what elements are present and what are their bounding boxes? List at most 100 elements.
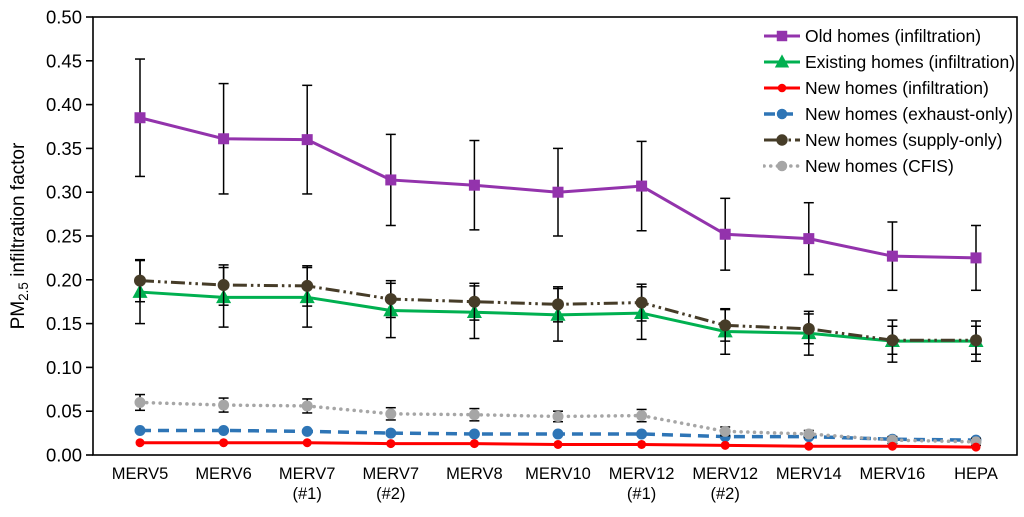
legend-sample-circle-icon xyxy=(764,108,800,120)
data-point-marker xyxy=(776,160,788,172)
data-point-marker xyxy=(635,296,648,309)
y-tick-label: 0.10 xyxy=(46,357,82,378)
x-category-label: MERV7 (#2) xyxy=(363,465,420,503)
data-point-marker xyxy=(804,441,814,451)
data-point-marker xyxy=(217,279,230,292)
data-point-marker xyxy=(218,133,230,145)
data-point-marker xyxy=(218,399,230,411)
data-point-marker xyxy=(803,428,815,440)
y-tick-label: 0.35 xyxy=(46,138,82,159)
data-point-marker xyxy=(776,30,788,42)
legend-item: New homes (supply-only) xyxy=(763,127,1015,153)
data-point-marker xyxy=(886,334,899,347)
y-tick-label: 0.00 xyxy=(46,445,82,466)
data-point-marker xyxy=(637,439,647,449)
series-4 xyxy=(134,258,982,356)
legend-sample-triangle-icon xyxy=(764,54,800,68)
data-point-marker xyxy=(301,400,313,412)
y-tick-label: 0.15 xyxy=(46,313,82,334)
data-point-marker xyxy=(719,319,732,332)
data-point-marker xyxy=(134,274,146,287)
y-tick-label: 0.20 xyxy=(46,269,82,290)
data-point-marker xyxy=(887,441,897,451)
legend-label: New homes (supply-only) xyxy=(805,129,1003,150)
data-point-marker xyxy=(552,428,564,440)
x-category-label: MERV7 (#1) xyxy=(279,465,336,503)
data-point-marker xyxy=(302,438,312,448)
data-point-marker xyxy=(134,112,146,124)
y-tick-label: 0.25 xyxy=(46,226,82,247)
data-point-marker xyxy=(385,174,397,186)
series-line xyxy=(139,279,976,342)
legend-item: New homes (CFIS) xyxy=(763,153,1015,179)
data-point-marker xyxy=(777,83,787,93)
y-tick-label: 0.30 xyxy=(46,182,82,203)
x-category-label: MERV16 xyxy=(860,465,926,483)
y-tick-label: 0.40 xyxy=(46,94,82,115)
data-point-marker xyxy=(134,396,146,408)
data-point-marker xyxy=(970,252,982,264)
data-point-marker xyxy=(134,424,146,436)
data-point-marker xyxy=(468,179,480,191)
data-point-marker xyxy=(719,425,731,437)
data-point-marker xyxy=(468,409,480,421)
legend-label: New homes (CFIS) xyxy=(805,155,954,176)
y-tick-label: 0.45 xyxy=(46,50,82,71)
legend-sample-circle-icon xyxy=(764,83,800,93)
data-point-marker xyxy=(886,250,898,262)
data-point-marker xyxy=(552,186,564,198)
data-point-marker xyxy=(720,440,730,450)
data-point-marker xyxy=(553,439,563,449)
legend: Old homes (infiltration) Existing homes (… xyxy=(763,23,1015,179)
data-point-marker xyxy=(802,322,815,335)
data-point-marker xyxy=(774,54,790,68)
data-point-marker xyxy=(219,438,229,448)
legend-label: New homes (infiltration) xyxy=(805,77,989,98)
x-category-label: MERV12 (#1) xyxy=(609,465,675,503)
data-point-marker xyxy=(970,334,982,347)
data-point-marker xyxy=(135,438,145,448)
data-point-marker xyxy=(552,298,564,311)
legend-sample-circle-icon xyxy=(764,134,800,146)
y-tick-label: 0.05 xyxy=(46,401,82,422)
legend-label: Old homes (infiltration) xyxy=(805,25,982,46)
data-point-marker xyxy=(301,425,313,437)
x-category-label: MERV5 xyxy=(112,465,169,483)
data-point-marker xyxy=(385,408,397,420)
data-point-marker xyxy=(384,293,397,306)
data-point-marker xyxy=(971,442,981,452)
data-point-marker xyxy=(552,410,564,422)
x-category-label: MERV8 xyxy=(446,465,503,483)
data-point-marker xyxy=(776,108,788,120)
series-line xyxy=(138,400,978,444)
y-axis-title: PM2.5 infiltration factor xyxy=(8,142,31,329)
x-category-label: HEPA xyxy=(954,465,998,483)
x-category-label: MERV10 xyxy=(525,465,591,483)
data-point-marker xyxy=(469,439,479,449)
series-2 xyxy=(135,438,981,452)
series-0 xyxy=(134,58,982,292)
data-point-marker xyxy=(636,410,648,422)
legend-item: Existing homes (infiltration) xyxy=(763,49,1015,75)
data-point-marker xyxy=(468,295,481,308)
y-axis: 0.00 0.05 0.10 0.15 0.20 0.25 0.30 0.35 0.40 0.45… xyxy=(46,7,93,466)
data-point-marker xyxy=(218,424,230,436)
data-point-marker xyxy=(385,427,397,439)
legend-sample-square-icon xyxy=(764,30,800,42)
data-point-marker xyxy=(386,439,396,449)
data-point-marker xyxy=(468,428,480,440)
data-point-marker xyxy=(301,134,313,146)
x-category-label: MERV6 xyxy=(195,465,252,483)
x-axis: MERV5 MERV6 MERV7 (#1) MERV7 (#2) MERV8 MERV10 M… xyxy=(112,465,998,503)
legend-item: Old homes (infiltration) xyxy=(763,23,1015,49)
data-point-marker xyxy=(719,228,731,240)
data-point-marker xyxy=(301,279,314,292)
data-point-marker xyxy=(776,134,788,146)
x-category-label: MERV12 (#2) xyxy=(692,465,758,503)
legend-item: New homes (infiltration) xyxy=(763,75,1015,101)
data-point-marker xyxy=(636,428,648,440)
y-tick-label: 0.50 xyxy=(46,7,82,28)
data-point-marker xyxy=(803,233,815,245)
